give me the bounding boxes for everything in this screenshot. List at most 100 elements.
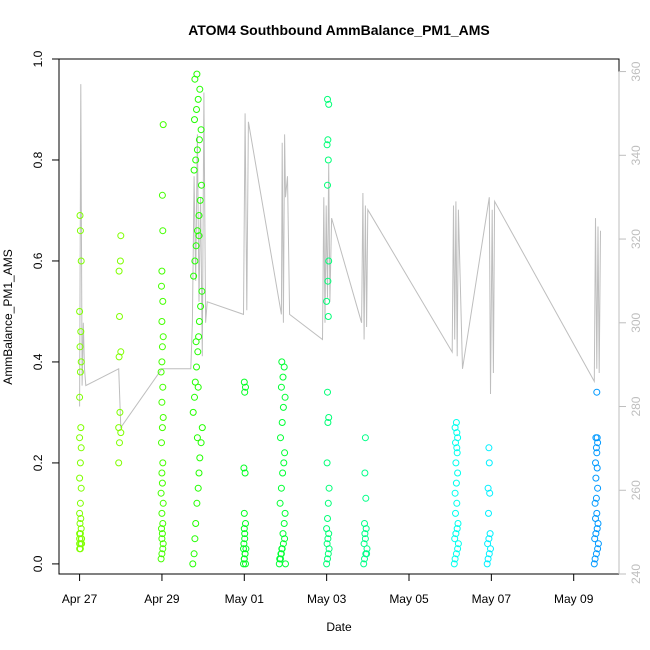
data-point — [240, 378, 248, 386]
data-point — [190, 550, 198, 558]
data-point — [324, 156, 332, 164]
data-point — [159, 227, 167, 235]
y-axis-label: AmmBalance_PM1_AMS — [1, 249, 15, 384]
y2-tick-label: 340 — [629, 145, 643, 165]
data-point — [159, 499, 167, 507]
data-point — [196, 85, 204, 93]
data-point — [324, 181, 331, 189]
data-point — [192, 242, 200, 250]
y-axis: 0.0 0.2 0.4 0.6 0.8 1.0 — [31, 50, 60, 572]
data-point — [281, 509, 289, 517]
data-point — [484, 555, 492, 563]
data-point — [159, 414, 167, 421]
data-point — [360, 560, 368, 568]
data-point — [116, 439, 123, 447]
data-point — [454, 469, 462, 477]
data-point — [454, 520, 462, 527]
data-point — [484, 540, 492, 548]
x-tick-label: May 01 — [225, 592, 265, 606]
data-point — [324, 499, 332, 507]
data-point — [189, 560, 197, 568]
data-point — [242, 520, 249, 527]
data-point — [593, 525, 601, 533]
data-point — [452, 509, 459, 517]
x-axis: Apr 27 Apr 29 May 01 May 03 May 05 May 07 May … — [62, 573, 594, 606]
data-point — [197, 439, 205, 447]
data-point — [485, 550, 493, 558]
data-point — [279, 530, 287, 538]
data-point — [158, 535, 166, 543]
data-point — [193, 106, 200, 113]
data-point — [76, 212, 84, 219]
x-tick-label: Apr 29 — [144, 592, 180, 606]
data-point — [281, 393, 289, 401]
data-point — [277, 550, 285, 558]
data-point — [158, 439, 165, 447]
data-point — [363, 550, 371, 558]
data-point — [76, 545, 84, 553]
data-point — [190, 272, 198, 280]
data-point — [191, 393, 198, 401]
data-point — [242, 383, 249, 391]
y-tick-label: 0.6 — [31, 252, 45, 269]
data-point — [194, 484, 202, 492]
data-point — [198, 287, 206, 295]
data-point — [592, 444, 600, 452]
data-point — [158, 550, 166, 558]
data-point — [485, 535, 493, 543]
data-point — [486, 530, 494, 538]
data-point — [191, 257, 199, 265]
data-point — [450, 560, 458, 568]
data-point — [324, 388, 331, 396]
data-point — [279, 373, 287, 381]
data-point — [158, 358, 166, 366]
y2-tick-label: 280 — [629, 396, 643, 416]
data-point — [484, 484, 492, 492]
data-point — [451, 424, 459, 432]
data-point — [117, 232, 125, 240]
data-point — [324, 277, 332, 285]
data-point — [240, 545, 247, 553]
data-point — [77, 328, 85, 336]
data-point — [76, 227, 84, 235]
data-point — [117, 348, 125, 356]
series-layer — [79, 84, 601, 430]
y2-tick-label: 300 — [629, 312, 643, 332]
y-tick-label: 0.4 — [31, 353, 45, 370]
data-point — [324, 555, 331, 563]
data-point — [192, 338, 200, 346]
data-point — [362, 494, 370, 502]
data-point — [324, 535, 332, 543]
data-point — [195, 469, 203, 477]
data-point — [324, 136, 332, 144]
data-point — [323, 141, 331, 149]
data-point — [324, 95, 331, 103]
data-point — [76, 368, 84, 376]
data-point — [77, 525, 85, 533]
data-point — [77, 535, 85, 543]
data-point — [241, 469, 249, 477]
data-point — [77, 358, 85, 366]
data-point — [240, 555, 248, 563]
data-point — [361, 520, 368, 527]
data-point — [325, 484, 333, 492]
data-point — [76, 343, 84, 351]
data-point — [116, 408, 124, 416]
data-point — [323, 297, 331, 305]
data-point — [194, 348, 202, 356]
data-point — [277, 484, 285, 492]
points-layer — [76, 70, 602, 568]
data-point — [195, 136, 203, 144]
data-point — [240, 525, 248, 533]
data-point — [453, 444, 461, 452]
data-point — [592, 515, 599, 522]
data-point — [159, 459, 167, 467]
data-point — [77, 515, 85, 522]
data-point — [240, 560, 247, 568]
data-point — [76, 459, 84, 467]
data-point — [197, 302, 205, 310]
data-point — [323, 560, 331, 568]
data-point — [278, 545, 286, 553]
y2-tick-label: 260 — [629, 480, 643, 500]
data-point — [591, 499, 599, 507]
